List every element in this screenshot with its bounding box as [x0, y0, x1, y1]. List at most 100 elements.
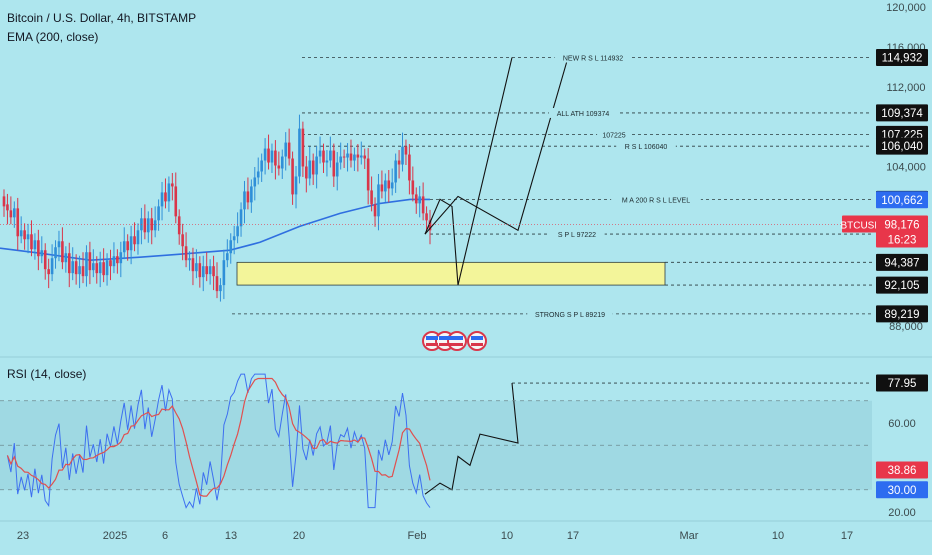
- candle: [205, 266, 208, 275]
- candle: [116, 256, 119, 264]
- candle: [256, 171, 260, 178]
- candle: [298, 128, 301, 177]
- candle: [291, 158, 294, 195]
- candle: [74, 261, 78, 275]
- price-label-box: [876, 191, 928, 209]
- time-axis-tick: Mar: [680, 530, 699, 542]
- candle: [287, 142, 291, 159]
- candle: [305, 166, 308, 179]
- candle: [318, 150, 322, 157]
- candle: [226, 253, 229, 261]
- price-label: 92,105: [884, 280, 919, 292]
- candle: [232, 236, 236, 241]
- price-label: 100,662: [881, 195, 923, 207]
- candle: [418, 196, 421, 204]
- candle: [263, 148, 267, 161]
- price-label: 89,219: [884, 309, 919, 321]
- chart-title: Bitcoin / U.S. Dollar, 4h, BITSTAMP: [7, 11, 196, 25]
- candle: [174, 186, 178, 217]
- candle: [198, 263, 202, 278]
- candle: [37, 240, 40, 257]
- rsi-value-label: 77.95: [888, 378, 917, 390]
- candle: [160, 192, 164, 207]
- candle: [332, 150, 336, 177]
- candle: [201, 266, 205, 278]
- rsi-value-label: 38.86: [888, 465, 917, 477]
- candle: [98, 262, 102, 274]
- level-label-bg: [611, 194, 701, 205]
- candle: [16, 208, 20, 237]
- time-axis-tick: 17: [567, 530, 579, 542]
- rsi-projection-path: [424, 383, 519, 495]
- candle: [215, 276, 219, 292]
- candle: [78, 266, 81, 275]
- event-flags[interactable]: [422, 331, 487, 351]
- candle: [30, 234, 33, 250]
- candle: [339, 156, 342, 163]
- candle: [184, 246, 188, 261]
- candle: [346, 153, 349, 158]
- candle: [43, 250, 47, 270]
- price-label-box: [876, 276, 928, 294]
- candle: [129, 236, 133, 251]
- candle: [408, 154, 411, 181]
- price-label: 114,932: [882, 53, 923, 65]
- candle: [71, 261, 75, 274]
- candle: [239, 209, 243, 227]
- projection-path: [424, 57, 513, 286]
- candle: [26, 234, 30, 240]
- candle: [280, 156, 284, 169]
- flag-stripe: [439, 336, 451, 340]
- time-axis-tick: 20: [293, 530, 305, 542]
- candle: [349, 153, 353, 161]
- candle: [136, 230, 140, 245]
- candle: [373, 204, 377, 217]
- candle: [401, 146, 404, 165]
- flag-stripe: [471, 343, 483, 346]
- candle: [40, 250, 44, 257]
- candle: [167, 183, 171, 202]
- price-axis-tick: 112,000: [887, 82, 926, 94]
- candle: [6, 204, 9, 211]
- candle: [329, 150, 332, 161]
- rsi-axis-tick: 20.00: [888, 507, 916, 519]
- candle: [236, 226, 239, 237]
- symbol-badge[interactable]: [842, 215, 880, 233]
- candle: [122, 241, 126, 253]
- candle: [311, 160, 315, 175]
- candle: [246, 191, 250, 203]
- candle: [212, 266, 215, 277]
- level-label-bg: [554, 52, 632, 63]
- candle: [414, 194, 418, 204]
- time-axis-tick: 10: [501, 530, 513, 542]
- candle: [294, 176, 298, 195]
- level-label: 107225: [602, 132, 625, 139]
- candle: [57, 241, 61, 248]
- level-label-bg: [616, 141, 676, 152]
- candle: [359, 155, 363, 158]
- flag-stripe: [471, 336, 483, 340]
- price-axis-tick: 104,000: [886, 162, 926, 174]
- rsi-value-box: [876, 374, 928, 392]
- candle: [85, 252, 88, 277]
- candle: [377, 184, 380, 217]
- candle: [143, 218, 147, 233]
- ema-200-line: [0, 198, 430, 262]
- level-label-bg: [527, 308, 613, 319]
- candle: [404, 146, 408, 155]
- price-label: 109,374: [881, 108, 923, 120]
- rsi-value-box: [876, 461, 928, 479]
- candle: [390, 182, 394, 189]
- candle: [363, 155, 367, 159]
- candle: [112, 256, 116, 267]
- candle: [181, 234, 184, 247]
- price-axis-tick: 88,000: [889, 321, 923, 333]
- candle: [353, 154, 356, 161]
- rsi-ma-line: [6, 377, 431, 497]
- flag-icon[interactable]: [467, 331, 487, 351]
- candle: [50, 258, 54, 275]
- flag-icon[interactable]: [447, 331, 467, 351]
- candle: [126, 241, 129, 251]
- candle: [229, 240, 233, 254]
